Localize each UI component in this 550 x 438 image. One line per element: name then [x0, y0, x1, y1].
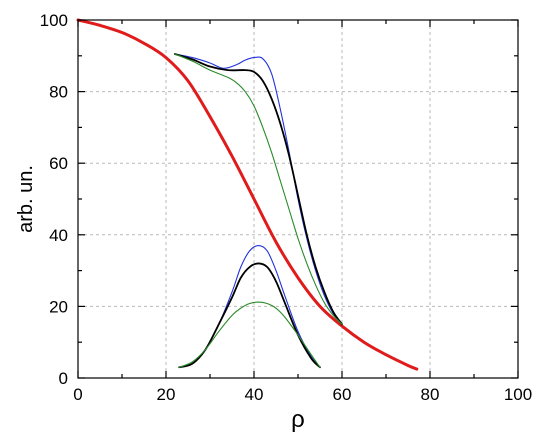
y-tick-label: 100: [40, 11, 68, 30]
series-line-3: [173, 53, 343, 326]
y-axis-title: arb. un.: [15, 165, 37, 233]
grid: [78, 20, 518, 378]
x-tick-label: 80: [421, 385, 440, 404]
series-line-1: [76, 18, 419, 371]
series-layer: [76, 18, 419, 371]
y-tick-label: 80: [49, 83, 68, 102]
x-tick-label: 0: [73, 385, 82, 404]
y-tick-label: 20: [49, 297, 68, 316]
x-tick-label: 100: [504, 385, 532, 404]
ticks: [77, 19, 519, 379]
series-line-4: [174, 53, 343, 325]
x-tick-label: 20: [157, 385, 176, 404]
y-tick-label: 40: [49, 226, 68, 245]
y-tick-label: 60: [49, 154, 68, 173]
y-tick-label: 0: [59, 369, 68, 388]
x-tick-label: 60: [333, 385, 352, 404]
x-tick-label: 40: [245, 385, 264, 404]
tick-labels: 0 20 40 60 80 100 0 20 40 60 80 100: [40, 11, 533, 404]
series-line-2: [174, 53, 343, 325]
x-axis-title: ρ: [291, 406, 305, 433]
series-line-7: [178, 301, 321, 368]
